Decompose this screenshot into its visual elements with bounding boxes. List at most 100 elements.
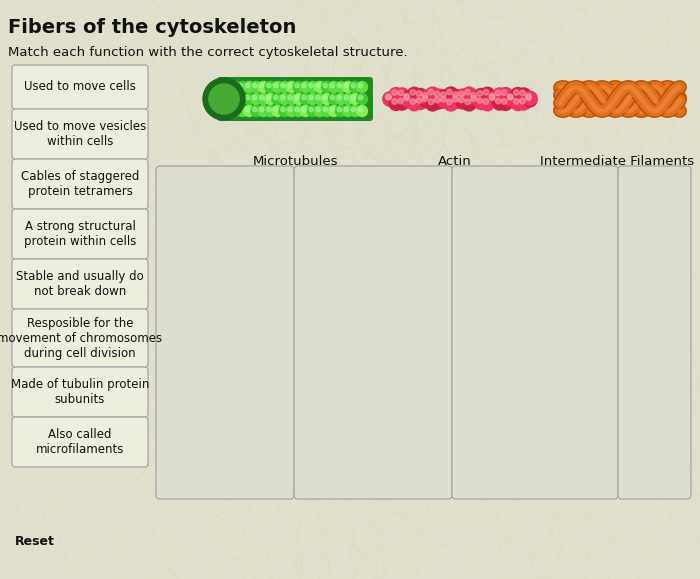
Circle shape bbox=[302, 83, 307, 87]
Circle shape bbox=[477, 98, 482, 104]
Circle shape bbox=[519, 90, 525, 96]
FancyBboxPatch shape bbox=[12, 159, 148, 209]
Circle shape bbox=[432, 95, 446, 109]
Circle shape bbox=[511, 87, 525, 101]
Circle shape bbox=[300, 105, 311, 116]
Circle shape bbox=[230, 105, 241, 116]
Circle shape bbox=[253, 107, 257, 112]
Circle shape bbox=[342, 105, 354, 116]
Circle shape bbox=[328, 82, 339, 93]
Circle shape bbox=[475, 96, 489, 109]
Circle shape bbox=[260, 96, 264, 100]
Circle shape bbox=[514, 90, 519, 96]
Circle shape bbox=[274, 96, 278, 100]
Circle shape bbox=[293, 105, 304, 116]
Circle shape bbox=[465, 89, 470, 95]
Text: Match each function with the correct cytoskeletal structure.: Match each function with the correct cyt… bbox=[8, 46, 407, 59]
Circle shape bbox=[267, 83, 271, 87]
Circle shape bbox=[260, 83, 264, 87]
Circle shape bbox=[511, 97, 525, 111]
Circle shape bbox=[392, 90, 398, 96]
Text: Intermediate Filaments: Intermediate Filaments bbox=[540, 155, 694, 168]
Circle shape bbox=[486, 91, 500, 105]
Circle shape bbox=[223, 105, 234, 116]
Circle shape bbox=[435, 91, 440, 97]
Circle shape bbox=[444, 97, 458, 111]
Circle shape bbox=[342, 93, 354, 104]
FancyBboxPatch shape bbox=[12, 309, 148, 367]
Circle shape bbox=[395, 96, 409, 110]
Circle shape bbox=[475, 89, 489, 102]
Circle shape bbox=[453, 97, 459, 102]
Circle shape bbox=[307, 105, 318, 116]
Text: Cables of staggered
protein tetramers: Cables of staggered protein tetramers bbox=[21, 170, 139, 198]
Circle shape bbox=[286, 82, 297, 93]
Circle shape bbox=[260, 107, 264, 112]
Circle shape bbox=[342, 82, 354, 93]
Circle shape bbox=[344, 83, 349, 87]
Circle shape bbox=[416, 91, 421, 96]
Circle shape bbox=[505, 92, 519, 106]
Circle shape bbox=[489, 95, 495, 101]
Circle shape bbox=[358, 83, 363, 87]
Circle shape bbox=[458, 91, 464, 97]
Text: A strong structural
protein within cells: A strong structural protein within cells bbox=[24, 220, 136, 248]
Circle shape bbox=[471, 93, 477, 98]
Circle shape bbox=[383, 92, 397, 106]
Circle shape bbox=[444, 87, 458, 101]
Circle shape bbox=[477, 91, 482, 96]
Circle shape bbox=[344, 107, 349, 112]
Circle shape bbox=[330, 83, 335, 87]
FancyBboxPatch shape bbox=[12, 259, 148, 309]
Circle shape bbox=[496, 90, 501, 96]
Circle shape bbox=[258, 93, 269, 104]
Circle shape bbox=[486, 93, 500, 107]
Circle shape bbox=[309, 107, 314, 112]
Circle shape bbox=[272, 105, 283, 116]
Circle shape bbox=[323, 83, 328, 87]
Circle shape bbox=[358, 107, 363, 112]
Circle shape bbox=[450, 90, 464, 104]
Circle shape bbox=[232, 107, 236, 112]
Circle shape bbox=[395, 88, 409, 102]
Circle shape bbox=[314, 93, 326, 104]
Text: Microtubules: Microtubules bbox=[252, 155, 337, 168]
Circle shape bbox=[321, 82, 332, 93]
Circle shape bbox=[501, 98, 507, 104]
Circle shape bbox=[288, 83, 292, 87]
Text: Stable and usually do
not break down: Stable and usually do not break down bbox=[16, 270, 144, 298]
Circle shape bbox=[203, 78, 245, 120]
Circle shape bbox=[281, 107, 285, 112]
Circle shape bbox=[386, 94, 391, 100]
Circle shape bbox=[389, 87, 403, 101]
Circle shape bbox=[251, 82, 262, 93]
FancyBboxPatch shape bbox=[156, 166, 294, 499]
Circle shape bbox=[432, 89, 446, 103]
Circle shape bbox=[407, 87, 421, 101]
Circle shape bbox=[465, 99, 470, 105]
Circle shape bbox=[239, 96, 243, 100]
Circle shape bbox=[428, 89, 434, 95]
Circle shape bbox=[237, 93, 248, 104]
Circle shape bbox=[251, 93, 262, 104]
Circle shape bbox=[293, 93, 304, 104]
Circle shape bbox=[237, 82, 248, 93]
Circle shape bbox=[526, 93, 531, 99]
Circle shape bbox=[246, 83, 250, 87]
Circle shape bbox=[286, 93, 297, 104]
Circle shape bbox=[246, 96, 250, 100]
Text: Made of tubulin protein
subunits: Made of tubulin protein subunits bbox=[10, 378, 149, 406]
Circle shape bbox=[428, 99, 434, 105]
Circle shape bbox=[307, 82, 318, 93]
Circle shape bbox=[314, 82, 326, 93]
Circle shape bbox=[419, 90, 433, 104]
Circle shape bbox=[404, 93, 410, 99]
Text: Also called
microfilaments: Also called microfilaments bbox=[36, 428, 124, 456]
Circle shape bbox=[274, 107, 278, 112]
Circle shape bbox=[414, 89, 428, 102]
Circle shape bbox=[462, 97, 476, 111]
Circle shape bbox=[407, 97, 421, 111]
Circle shape bbox=[335, 105, 346, 116]
Text: Used to move vesicles
within cells: Used to move vesicles within cells bbox=[14, 120, 146, 148]
Circle shape bbox=[498, 97, 512, 111]
